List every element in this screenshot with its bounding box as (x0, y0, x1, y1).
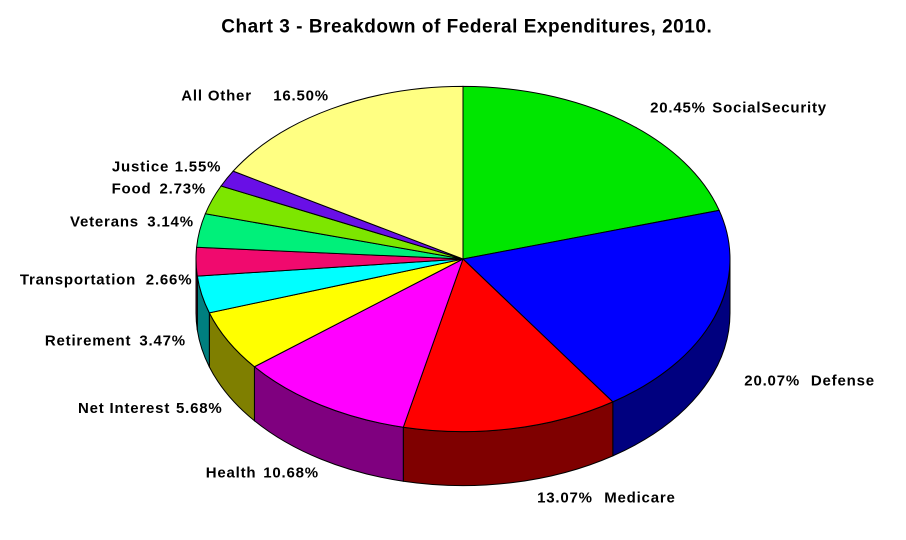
svg-text:5.68%: 5.68% (176, 400, 223, 417)
svg-text:3.47%: 3.47% (139, 332, 186, 349)
svg-text:Veterans: Veterans (70, 213, 139, 230)
svg-text:Health: Health (206, 465, 257, 482)
svg-text:1.55%: 1.55% (175, 158, 222, 175)
svg-text:All Other: All Other (181, 87, 252, 104)
svg-text:13.07%: 13.07% (537, 490, 593, 507)
svg-text:10.68%: 10.68% (263, 465, 319, 482)
svg-text:Justice: Justice (112, 158, 169, 175)
svg-text:Chart 3 - Breakdown of Federal: Chart 3 - Breakdown of Federal Expenditu… (221, 16, 712, 37)
svg-text:16.50%: 16.50% (273, 87, 329, 104)
svg-text:Medicare: Medicare (604, 490, 675, 507)
svg-text:Net Interest: Net Interest (78, 400, 170, 417)
svg-text:2.73%: 2.73% (160, 180, 207, 197)
svg-text:20.45%: 20.45% (650, 100, 706, 117)
svg-text:SocialSecurity: SocialSecurity (712, 100, 827, 117)
svg-text:20.07%: 20.07% (744, 373, 800, 390)
svg-text:Food: Food (112, 180, 152, 197)
svg-text:3.14%: 3.14% (147, 213, 194, 230)
svg-text:Transportation: Transportation (20, 271, 136, 288)
svg-text:Retirement: Retirement (45, 332, 131, 349)
svg-text:2.66%: 2.66% (146, 271, 193, 288)
svg-text:Defense: Defense (811, 373, 875, 390)
